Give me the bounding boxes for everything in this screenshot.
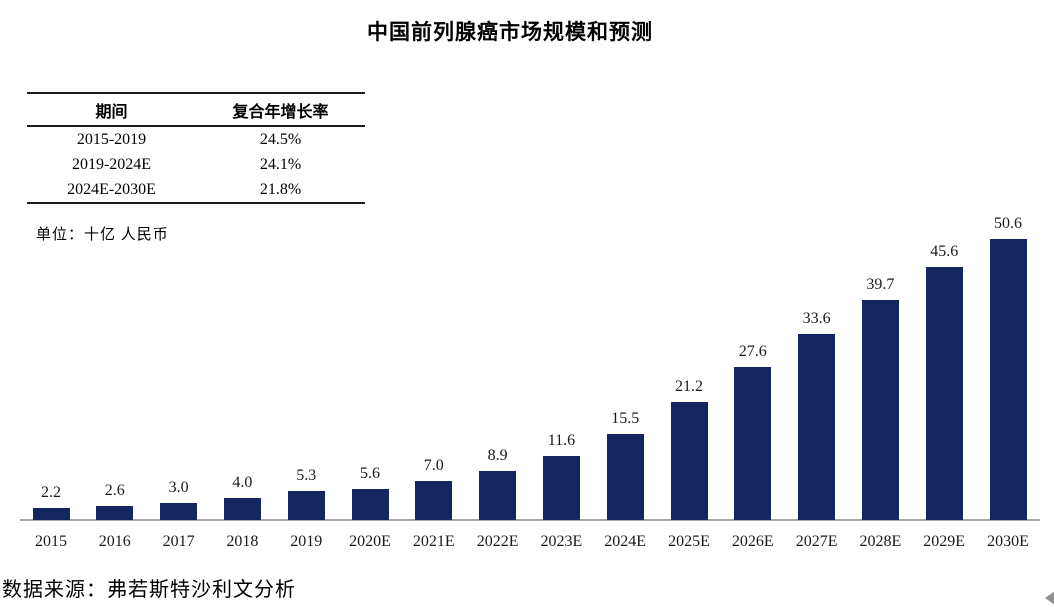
bar-value-label: 15.5 bbox=[611, 410, 640, 427]
bar-2029E bbox=[925, 266, 963, 520]
bar-2024E bbox=[606, 434, 644, 520]
bar-value-label: 39.7 bbox=[866, 275, 895, 293]
bar-value-label: 5.6 bbox=[360, 464, 380, 482]
bar-value-label: 21.2 bbox=[675, 378, 703, 396]
x-axis-label: 2026E bbox=[731, 533, 774, 550]
x-axis-line bbox=[20, 519, 1040, 521]
bar-value-label: 4.0 bbox=[232, 473, 253, 491]
x-axis-label: 2023E bbox=[540, 533, 583, 550]
bar-value-label: 2.2 bbox=[41, 483, 61, 501]
cagr-table-header-period: 期间 bbox=[27, 92, 196, 127]
bar-value-label: 3.0 bbox=[168, 479, 189, 497]
bar-2028E bbox=[861, 299, 899, 520]
bar-2023E bbox=[542, 455, 580, 520]
table-row: 2015-2019 24.5% bbox=[27, 126, 365, 152]
bar-2025E bbox=[670, 402, 708, 520]
bar-2020E bbox=[351, 488, 389, 520]
x-axis-label: 2015 bbox=[35, 533, 67, 550]
bar-2017 bbox=[160, 503, 198, 520]
bar-2030E bbox=[989, 239, 1027, 520]
bar-value-label: 2.6 bbox=[104, 481, 125, 499]
chart-title: 中国前列腺癌市场规模和预测 bbox=[367, 20, 653, 44]
x-axis-label: 2017 bbox=[162, 533, 195, 550]
period-cell: 2019-2024E bbox=[71, 156, 152, 173]
bar-value-label: 45.6 bbox=[930, 242, 959, 260]
bar-value-label: 27.6 bbox=[738, 342, 767, 360]
table-row: 2024E-2030E 21.8% bbox=[27, 177, 365, 203]
cagr-cell: 24.1% bbox=[259, 156, 302, 173]
unit-note: 单位：十亿 人民币 bbox=[36, 227, 169, 243]
x-axis-label: 2028E bbox=[859, 533, 902, 550]
period-cell: 2015-2019 bbox=[76, 131, 147, 148]
bar-2016 bbox=[96, 505, 134, 520]
bar-value-label: 8.9 bbox=[487, 446, 508, 464]
bar-value-label: 5.3 bbox=[296, 466, 317, 484]
bar-value-label: 50.6 bbox=[994, 215, 1022, 233]
x-axis-label: 2019 bbox=[290, 533, 323, 550]
x-axis-label: 2027E bbox=[795, 533, 838, 550]
bar-2018 bbox=[223, 497, 261, 520]
bar-value-label: 33.6 bbox=[802, 309, 831, 327]
left-arrow-icon bbox=[1045, 591, 1054, 605]
x-axis-label: 2018 bbox=[226, 533, 259, 550]
cagr-table-header-growth: 复合年增长率 bbox=[196, 92, 365, 127]
source-note: 数据来源：弗若斯特沙利文分析 bbox=[2, 579, 296, 601]
x-axis-label: 2020E bbox=[349, 533, 391, 550]
x-axis-label: 2029E bbox=[923, 533, 966, 550]
bar-2019 bbox=[287, 490, 325, 520]
x-axis-label: 2025E bbox=[668, 533, 710, 550]
x-axis-label: 2022E bbox=[476, 533, 519, 550]
x-axis-label: 2021E bbox=[412, 533, 455, 550]
bar-value-label: 11.6 bbox=[547, 431, 576, 449]
x-axis-label: 2030E bbox=[987, 533, 1029, 550]
x-axis-label: 2024E bbox=[604, 533, 647, 550]
x-axis-label: 2016 bbox=[98, 533, 131, 550]
cagr-cell: 24.5% bbox=[259, 131, 302, 148]
cagr-table-header-row: 期间 复合年增长率 bbox=[27, 92, 365, 127]
table-row: 2019-2024E 24.1% bbox=[27, 152, 365, 177]
bar-2022E bbox=[479, 470, 517, 520]
bar-2015 bbox=[32, 507, 70, 520]
cagr-cell: 21.8% bbox=[259, 181, 302, 198]
period-cell: 2024E-2030E bbox=[67, 181, 156, 198]
cagr-table: 期间 复合年增长率 2015-2019 24.5% 2019-2024E 24.… bbox=[27, 92, 365, 204]
bar-2021E bbox=[415, 481, 453, 520]
bar-value-label: 7.0 bbox=[423, 457, 444, 475]
bar-2026E bbox=[734, 366, 772, 520]
bar-2027E bbox=[798, 333, 836, 520]
